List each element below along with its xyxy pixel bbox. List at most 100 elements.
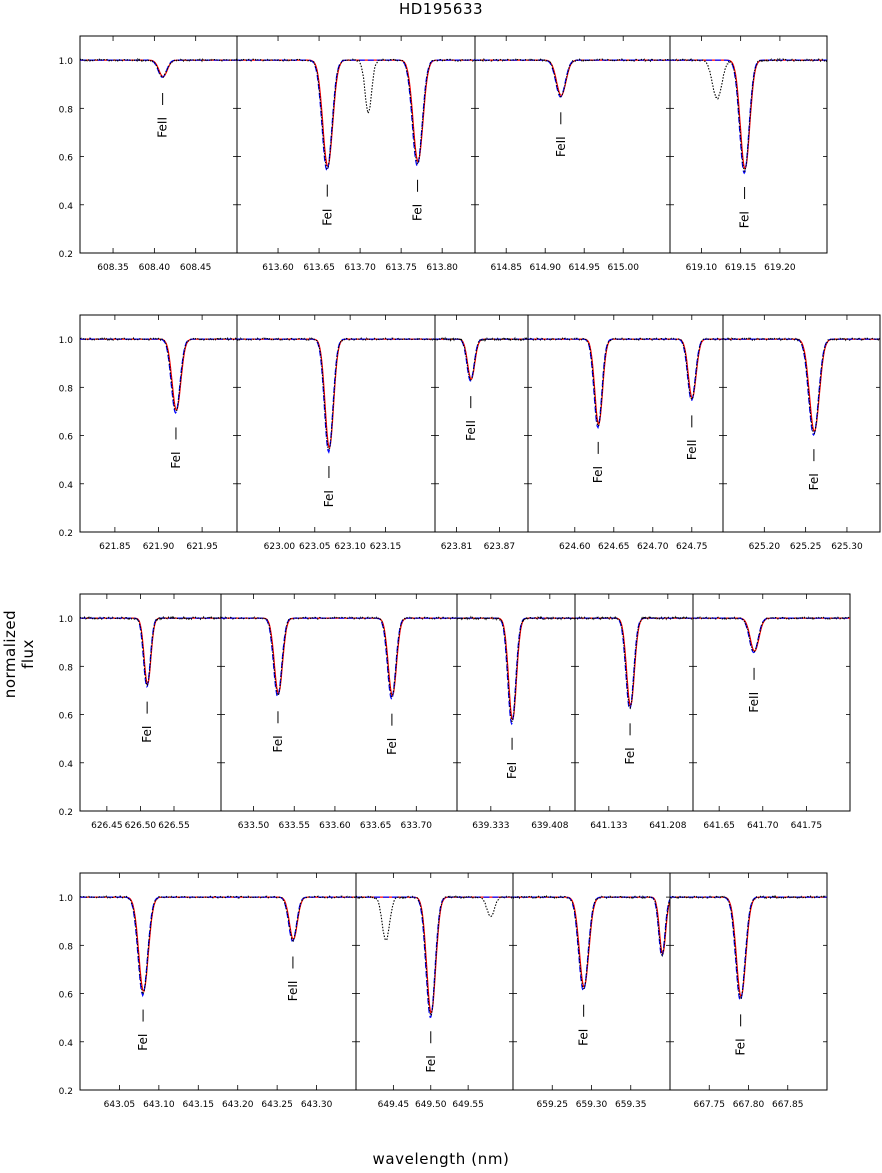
y-tick-label: 0.8 xyxy=(59,384,74,394)
panel-frame xyxy=(474,35,671,254)
model-blue-line xyxy=(693,617,850,654)
x-tick-label: 619.15 xyxy=(725,263,757,273)
x-tick-label: 643.20 xyxy=(222,1100,254,1110)
x-tick-label: 623.15 xyxy=(370,542,402,552)
model-blue-line xyxy=(80,338,237,414)
x-tick-label: 633.70 xyxy=(401,821,433,831)
panel-frame xyxy=(574,593,694,812)
panel-frame xyxy=(79,593,222,812)
model-blue-line xyxy=(513,896,671,992)
line-id-label: FeII xyxy=(464,420,478,441)
model-red-line xyxy=(435,338,528,380)
x-tick-label: 639.333 xyxy=(472,821,509,831)
model-red-line xyxy=(80,338,237,411)
line-id-label: FeII xyxy=(685,439,699,460)
x-tick-label: 623.10 xyxy=(334,542,366,552)
x-tick-label: 624.65 xyxy=(598,542,630,552)
line-id-label: FeI xyxy=(807,473,821,490)
x-tick-label: 659.30 xyxy=(576,1100,608,1110)
line-id-label: FeII xyxy=(156,117,170,138)
x-tick-label: 639.408 xyxy=(531,821,568,831)
panel-frame xyxy=(236,35,476,254)
x-tick-label: 633.50 xyxy=(238,821,270,831)
model-red-line xyxy=(475,59,670,97)
observed-spectrum xyxy=(669,894,828,1001)
y-tick-label: 0.4 xyxy=(59,760,74,770)
y-tick-label: 1.0 xyxy=(59,57,74,67)
x-tick-label: 643.10 xyxy=(143,1100,175,1110)
line-id-label: FeI xyxy=(169,451,183,468)
x-tick-label: 613.75 xyxy=(385,263,417,273)
model-red-line xyxy=(237,59,475,168)
panel-frame xyxy=(236,314,436,533)
observed-spectrum xyxy=(236,337,436,451)
x-tick-label: 659.35 xyxy=(615,1100,647,1110)
x-tick-label: 614.85 xyxy=(490,263,522,273)
line-id-label: FeI xyxy=(505,762,519,779)
model-red-line xyxy=(80,59,237,78)
x-tick-label: 619.20 xyxy=(764,263,796,273)
y-tick-label: 0.6 xyxy=(59,991,74,1001)
y-tick-label: 0.8 xyxy=(59,942,74,952)
panel-frame xyxy=(434,314,529,533)
x-tick-label: 623.87 xyxy=(484,542,516,552)
x-tick-label: 643.15 xyxy=(183,1100,215,1110)
model-red-line xyxy=(80,896,356,993)
x-tick-label: 615.00 xyxy=(607,263,639,273)
y-tick-label: 0.6 xyxy=(59,433,74,443)
panel-frame xyxy=(692,593,851,812)
x-tick-label: 626.50 xyxy=(125,821,157,831)
line-id-label: FeI xyxy=(424,1055,438,1072)
line-id-label: FeI xyxy=(411,204,425,221)
line-id-label: FeI xyxy=(591,466,605,483)
x-tick-label: 633.65 xyxy=(360,821,392,831)
y-tick-label: 1.0 xyxy=(59,894,74,904)
x-tick-label: 624.75 xyxy=(676,542,708,552)
line-id-label: FeI xyxy=(577,1029,591,1046)
x-tick-label: 667.80 xyxy=(733,1100,765,1110)
panel-frame xyxy=(79,872,357,1091)
x-tick-label: 608.45 xyxy=(180,263,212,273)
x-tick-label: 641.75 xyxy=(791,821,823,831)
x-tick-label: 633.60 xyxy=(319,821,351,831)
line-id-label: FeII xyxy=(286,981,300,1002)
model-blue-line xyxy=(237,338,435,454)
x-tick-label: 626.55 xyxy=(158,821,190,831)
x-tick-label: 614.90 xyxy=(529,263,561,273)
x-tick-label: 643.25 xyxy=(261,1100,293,1110)
observed-spectrum xyxy=(79,57,238,78)
y-tick-label: 1.0 xyxy=(59,336,74,346)
model-blue-line xyxy=(221,617,457,702)
x-tick-label: 625.25 xyxy=(790,542,822,552)
observed-spectrum xyxy=(236,58,476,169)
line-id-label: FeI xyxy=(734,1038,748,1055)
x-tick-label: 619.10 xyxy=(686,263,718,273)
x-tick-label: 613.70 xyxy=(344,263,376,273)
model-blue-line xyxy=(80,896,356,998)
x-tick-label: 625.20 xyxy=(749,542,781,552)
x-tick-label: 643.05 xyxy=(104,1100,136,1110)
observed-spectrum xyxy=(79,895,357,996)
y-tick-label: 0.8 xyxy=(59,105,74,115)
model-red-line xyxy=(528,338,723,426)
model-red-line xyxy=(670,896,827,997)
x-tick-label: 625.30 xyxy=(831,542,863,552)
model-blue-line xyxy=(356,896,513,1019)
x-axis-label: wavelength (nm) xyxy=(372,1150,510,1168)
line-id-label: FeI xyxy=(136,1034,150,1051)
model-blue-line xyxy=(670,59,827,175)
observed-spectrum xyxy=(79,336,238,412)
x-tick-label: 667.75 xyxy=(694,1100,726,1110)
model-red-line xyxy=(693,617,850,652)
line-id-label: FeI xyxy=(320,209,334,226)
observed-spectrum xyxy=(220,616,458,698)
model-blue-line xyxy=(575,617,693,711)
observed-spectrum xyxy=(669,57,828,172)
panel-frame xyxy=(722,314,881,533)
x-tick-label: 621.85 xyxy=(99,542,131,552)
line-id-label: FeI xyxy=(738,211,752,228)
x-tick-label: 643.30 xyxy=(301,1100,333,1110)
observed-spectrum xyxy=(355,894,514,1018)
y-tick-label: 0.2 xyxy=(59,529,73,539)
